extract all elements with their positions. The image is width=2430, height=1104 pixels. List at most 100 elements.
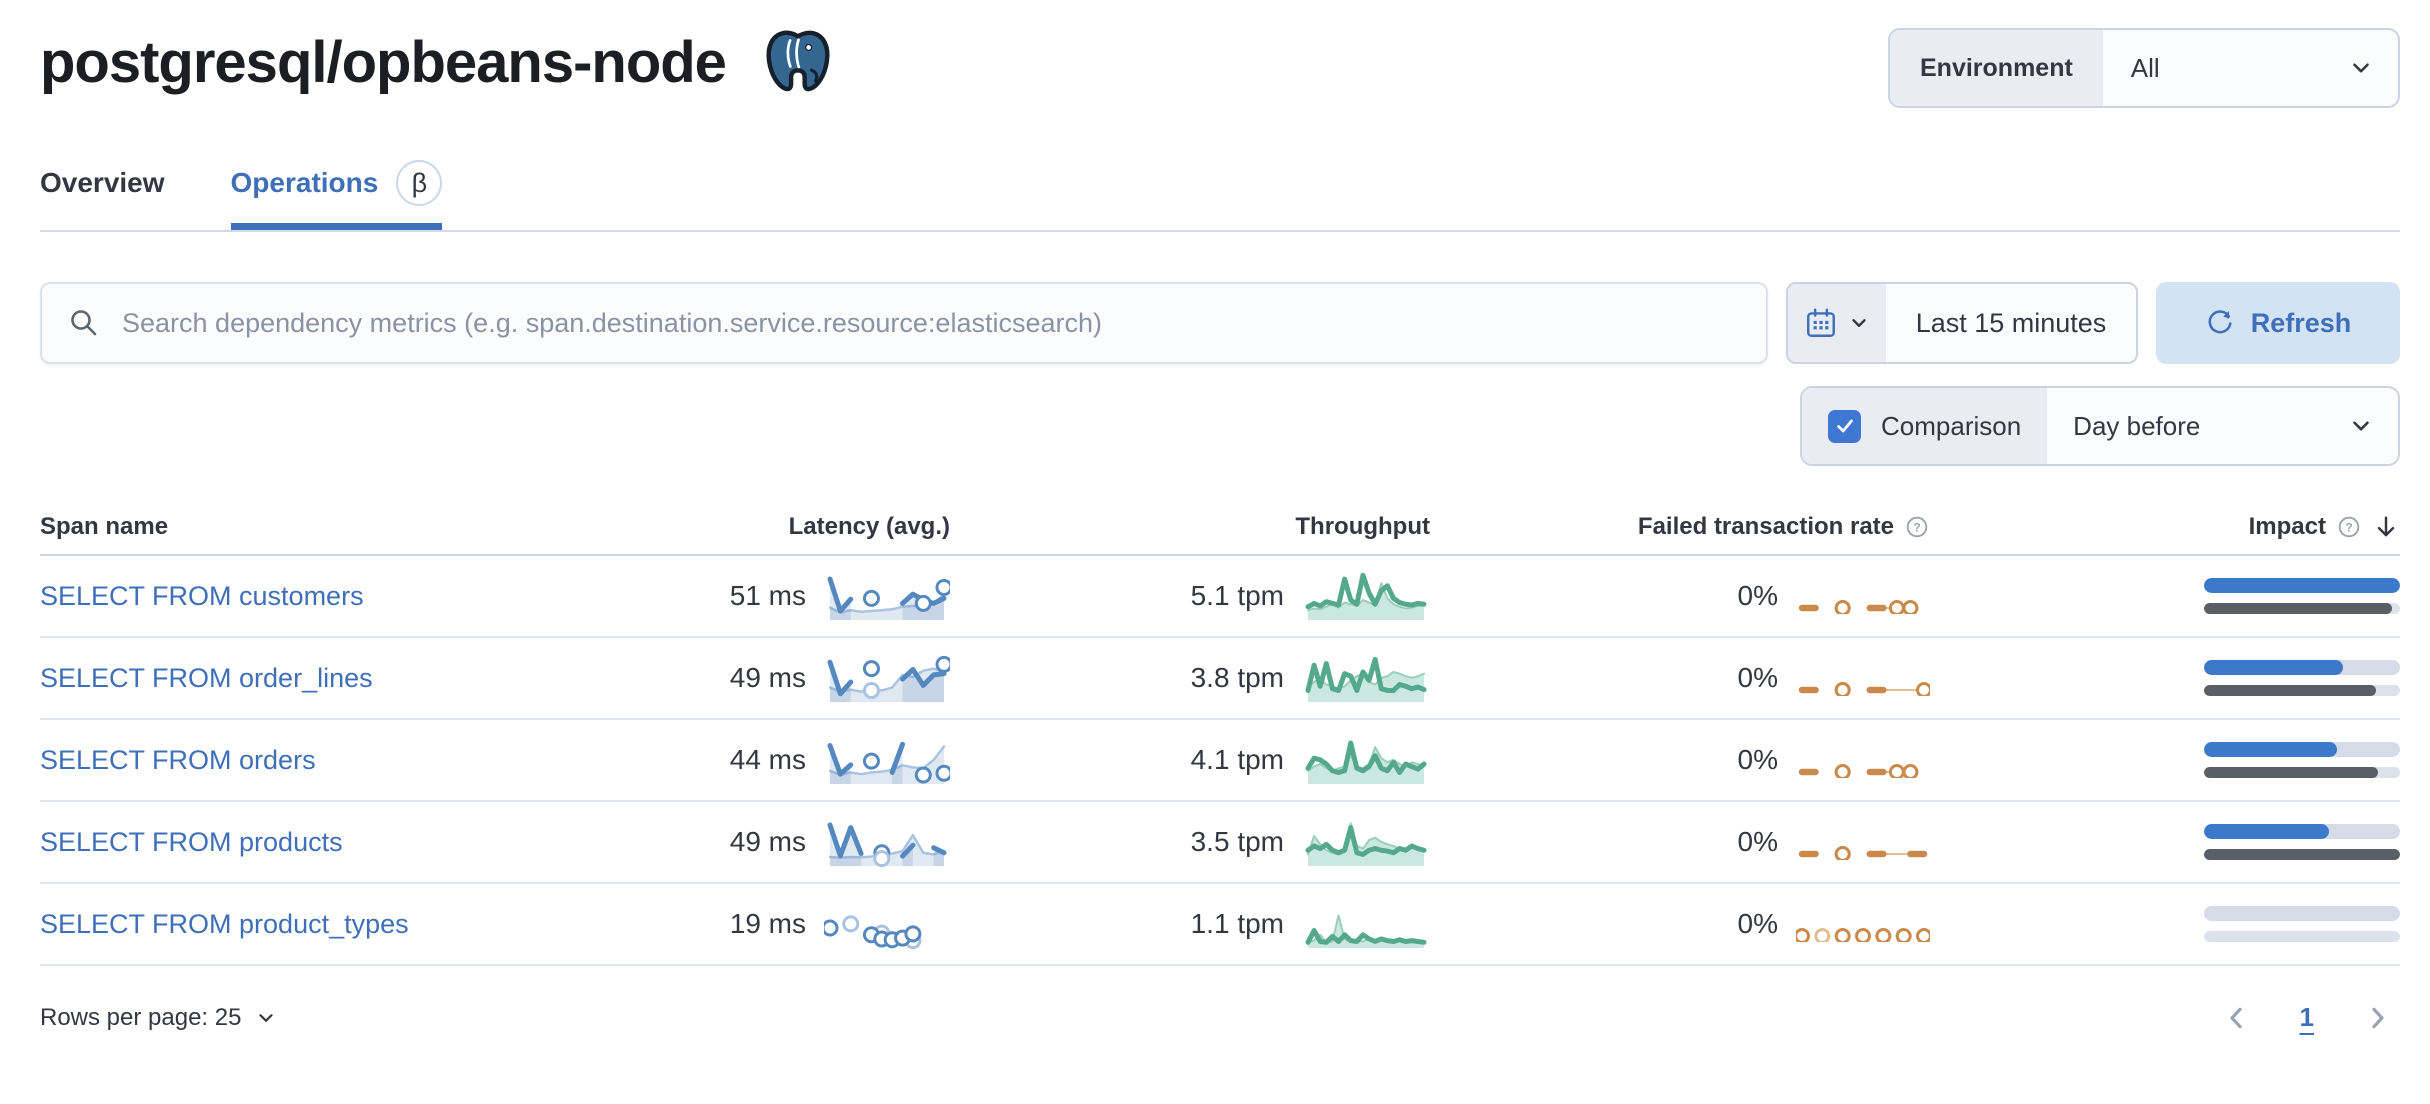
svg-text:?: ? xyxy=(2345,520,2352,534)
throughput-sparkline xyxy=(1302,730,1430,791)
comparison-label: Comparison xyxy=(1881,410,2022,441)
throughput-value: 3.5 tpm xyxy=(1190,826,1284,857)
impact-bar-previous xyxy=(2204,849,2400,860)
chevron-left-icon xyxy=(2229,1007,2242,1028)
pagination-page-1[interactable]: 1 xyxy=(2299,1002,2314,1032)
column-header-throughput-label: Throughput xyxy=(1295,513,1430,540)
impact-cell xyxy=(1930,824,2400,860)
table-row: SELECT FROM product_types 19 ms 1.1 tpm … xyxy=(40,884,2400,966)
table-row: SELECT FROM order_lines 49 ms 3.8 tpm 0% xyxy=(40,638,2400,720)
table-row: SELECT FROM products 49 ms 3.5 tpm 0% xyxy=(40,802,2400,884)
sort-down-arrow-icon xyxy=(2377,516,2395,537)
throughput-value: 5.1 tpm xyxy=(1190,580,1284,611)
pagination: 1 xyxy=(2222,1002,2392,1033)
failed-rate-sparkline xyxy=(1796,738,1930,783)
tab-bar: Overview Operations β xyxy=(40,160,2400,232)
span-name-link[interactable]: SELECT FROM orders xyxy=(40,744,316,775)
failed-rate-value: 0% xyxy=(1737,662,1778,693)
column-header-failed-rate[interactable]: Failed transaction rate ? xyxy=(1430,513,1930,541)
impact-bar-current xyxy=(2204,578,2400,593)
chevron-down-icon xyxy=(2353,421,2369,431)
throughput-cell: 3.5 tpm xyxy=(950,812,1430,873)
tab-overview-label: Overview xyxy=(40,167,165,198)
refresh-icon xyxy=(2208,310,2232,334)
table-footer: Rows per page: 25 1 xyxy=(40,1002,2400,1033)
tab-operations[interactable]: Operations β xyxy=(231,160,443,230)
span-name-link[interactable]: SELECT FROM products xyxy=(40,826,343,857)
comparison-prepend: Comparison xyxy=(1802,388,2048,464)
latency-sparkline xyxy=(824,648,953,709)
page-header: postgresql/opbeans-node Environment All xyxy=(40,18,2400,108)
date-picker[interactable]: Last 15 minutes xyxy=(1786,282,2138,364)
latency-sparkline xyxy=(824,812,950,873)
table-row: SELECT FROM customers 51 ms 5.1 tpm 0% xyxy=(40,556,2400,638)
column-header-throughput[interactable]: Throughput xyxy=(950,513,1430,541)
tab-overview[interactable]: Overview xyxy=(40,160,165,230)
rows-per-page-button[interactable]: Rows per page: 25 xyxy=(40,1004,277,1032)
comparison-select-value[interactable]: Day before xyxy=(2073,410,2201,441)
chevron-right-icon xyxy=(2372,1007,2384,1028)
svg-text:?: ? xyxy=(1913,520,1920,534)
refresh-button[interactable]: Refresh xyxy=(2156,282,2400,364)
failed-rate-cell: 0% xyxy=(1430,574,1930,619)
time-range-value[interactable]: Last 15 minutes xyxy=(1915,307,2107,338)
chevron-down-icon xyxy=(2353,63,2369,73)
span-name-link[interactable]: SELECT FROM product_types xyxy=(40,908,409,939)
search-icon xyxy=(71,310,97,336)
span-name-link[interactable]: SELECT FROM customers xyxy=(40,580,364,611)
span-name-cell: SELECT FROM products xyxy=(40,827,550,858)
tab-operations-label: Operations xyxy=(230,167,379,198)
throughput-cell: 5.1 tpm xyxy=(950,566,1430,627)
search-input[interactable] xyxy=(120,306,1740,340)
span-name-cell: SELECT FROM customers xyxy=(40,581,550,612)
failed-rate-cell: 0% xyxy=(1430,902,1932,947)
column-header-latency[interactable]: Latency (avg.) xyxy=(550,513,950,541)
failed-rate-sparkline xyxy=(1796,820,1930,865)
impact-bar-previous xyxy=(2204,767,2400,778)
calendar-icon xyxy=(1807,308,1835,337)
throughput-value: 1.1 tpm xyxy=(1190,908,1284,939)
impact-bar-previous xyxy=(2204,931,2400,942)
question-in-circle-icon: ? xyxy=(1906,516,1928,538)
table-header-row: Span name Latency (avg.) Throughput Fail… xyxy=(40,500,2400,556)
failed-rate-value: 0% xyxy=(1737,908,1778,939)
throughput-value: 4.1 tpm xyxy=(1190,744,1284,775)
failed-rate-value: 0% xyxy=(1737,826,1778,857)
dependency-operations-page: postgresql/opbeans-node Environment All … xyxy=(40,18,2400,1033)
span-name-cell: SELECT FROM orders xyxy=(40,745,550,776)
latency-cell: 19 ms xyxy=(550,894,950,955)
environment-select-value: All xyxy=(2130,52,2160,83)
throughput-sparkline xyxy=(1302,648,1430,709)
chevron-down-icon xyxy=(1852,319,1866,327)
environment-select[interactable]: Environment All xyxy=(1888,28,2400,108)
impact-bar-current xyxy=(2204,660,2400,675)
latency-value: 19 ms xyxy=(729,908,806,939)
impact-cell xyxy=(1930,906,2400,942)
span-name-link[interactable]: SELECT FROM order_lines xyxy=(40,662,373,693)
column-header-impact-label: Impact xyxy=(2248,513,2326,540)
latency-sparkline xyxy=(824,566,953,627)
page-title: postgresql/opbeans-node xyxy=(40,29,727,95)
chevron-down-icon xyxy=(259,1013,274,1022)
pagination-next-button[interactable] xyxy=(2362,1003,2392,1033)
throughput-sparkline xyxy=(1302,566,1430,627)
latency-value: 49 ms xyxy=(729,826,806,857)
impact-bar-current xyxy=(2204,906,2400,921)
table-body: SELECT FROM customers 51 ms 5.1 tpm 0% S xyxy=(40,556,2400,966)
failed-rate-sparkline xyxy=(1794,902,1932,947)
pagination-previous-button[interactable] xyxy=(2222,1003,2252,1033)
failed-rate-cell: 0% xyxy=(1430,656,1932,701)
comparison-checkbox[interactable] xyxy=(1828,409,1861,443)
failed-rate-cell: 0% xyxy=(1430,820,1930,865)
throughput-cell: 3.8 tpm xyxy=(950,648,1430,709)
failed-rate-value: 0% xyxy=(1737,580,1778,611)
span-name-cell: SELECT FROM order_lines xyxy=(40,663,550,694)
failed-rate-cell: 0% xyxy=(1430,738,1930,783)
column-header-impact[interactable]: Impact ? xyxy=(1930,513,2400,541)
impact-cell xyxy=(1930,578,2400,614)
postgresql-icon xyxy=(766,30,830,92)
table-row: SELECT FROM orders 44 ms 4.1 tpm 0% xyxy=(40,720,2400,802)
latency-sparkline xyxy=(821,894,950,955)
date-quick-select[interactable] xyxy=(1788,284,1886,362)
throughput-sparkline xyxy=(1302,812,1430,873)
